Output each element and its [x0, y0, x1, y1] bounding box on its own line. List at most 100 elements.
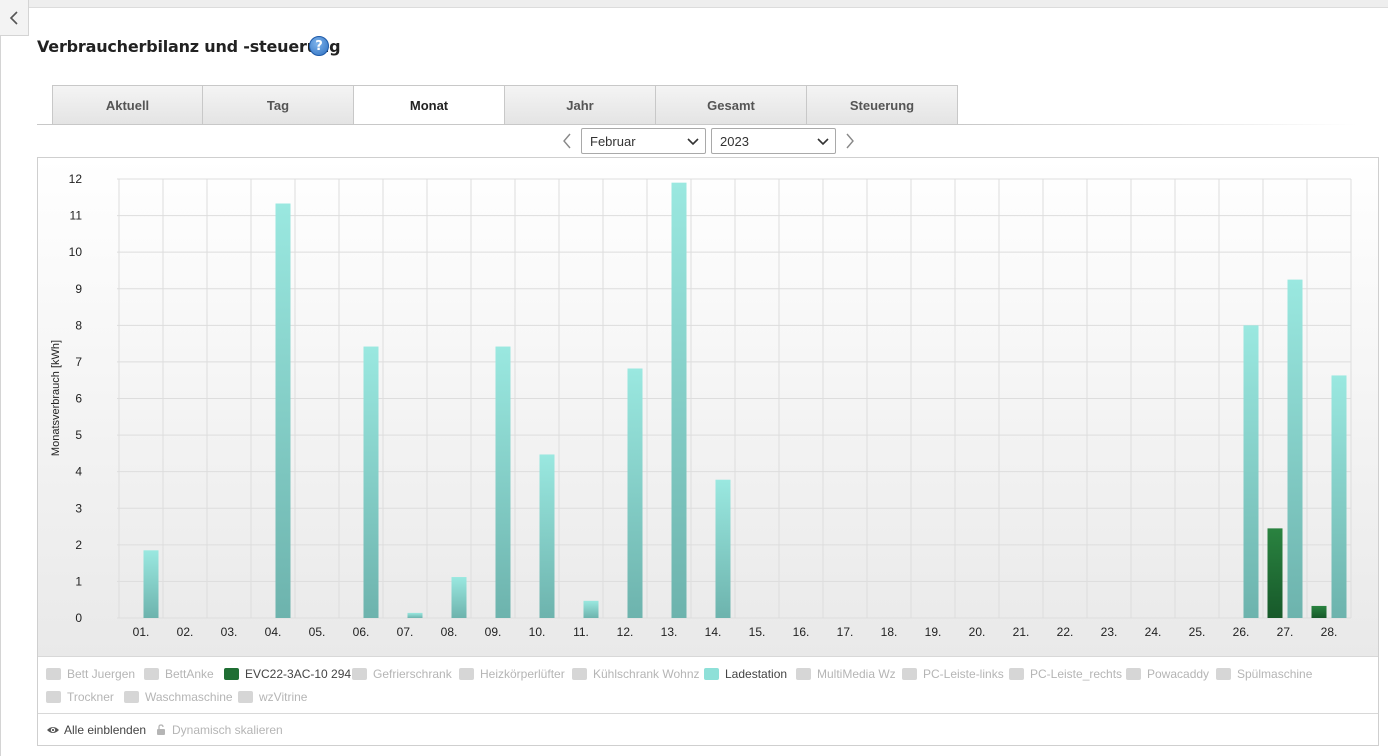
tab-aktuell[interactable]: Aktuell	[52, 85, 203, 125]
bar-ladestation	[627, 368, 643, 618]
show-all-button[interactable]: Alle einblenden	[46, 723, 146, 737]
bar-evc22-3ac-10-294	[1267, 528, 1283, 618]
y-tick-label: 5	[75, 428, 82, 442]
year-select[interactable]: 2023	[711, 128, 836, 154]
unlock-icon	[157, 724, 165, 735]
y-tick-label: 1	[75, 574, 82, 588]
x-tick-label: 21.	[1013, 625, 1030, 639]
bar-ladestation	[143, 550, 159, 618]
legend-item-bettanke[interactable]: BettAnke	[144, 667, 214, 681]
bar-ladestation	[539, 454, 555, 618]
legend-item-waschmaschine[interactable]: Waschmaschine	[124, 690, 233, 704]
y-tick-label: 11	[70, 209, 83, 223]
y-tick-label: 10	[69, 245, 83, 259]
chevron-left-icon	[563, 133, 571, 149]
chart-legend: Bett Juergen BettAnke EVC22-3AC-10 294 G…	[38, 656, 1378, 713]
back-button[interactable]	[0, 0, 29, 36]
legend-item-ladestation[interactable]: Ladestation	[704, 667, 787, 681]
legend-label: Ladestation	[725, 667, 788, 681]
x-tick-label: 14.	[705, 625, 722, 639]
chart-panel: 0 1 2 3 4 5 6 7 8 9 10 11 12 01. 02. 03. 04. 05. 06. 07. 08.…	[37, 157, 1379, 746]
bar-ladestation	[275, 203, 291, 618]
legend-swatch	[238, 691, 253, 703]
legend-swatch	[144, 668, 159, 680]
chevron-right-icon	[846, 133, 854, 149]
top-bar	[0, 0, 1388, 8]
x-tick-label: 18.	[881, 625, 898, 639]
legend-swatch	[1126, 668, 1141, 680]
tab-jahr[interactable]: Jahr	[505, 85, 656, 125]
y-tick-label: 7	[75, 355, 82, 369]
legend-item-powacaddy[interactable]: Powacaddy	[1126, 667, 1209, 681]
dynamic-scale-label: Dynamisch skalieren	[172, 723, 283, 737]
page-title: Verbraucherbilanz und -steuerung	[37, 37, 341, 56]
tab-bar: Aktuell Tag Monat Jahr Gesamt Steuerung	[52, 85, 958, 125]
month-select-value: Februar	[590, 133, 636, 149]
chart-footer: Alle einblenden Dynamisch skalieren	[38, 713, 1378, 745]
x-tick-label: 10.	[529, 625, 546, 639]
legend-item-multimedia-wz[interactable]: MultiMedia Wz	[796, 667, 896, 681]
x-tick-label: 04.	[265, 625, 282, 639]
x-tick-label: 01.	[133, 625, 150, 639]
legend-label: Bett Juergen	[67, 667, 136, 681]
month-select[interactable]: Februar	[581, 128, 706, 154]
tab-gesamt[interactable]: Gesamt	[656, 85, 807, 125]
legend-item-wzvitrine[interactable]: wzVitrine	[238, 690, 307, 704]
legend-swatch	[1216, 668, 1231, 680]
legend-swatch	[572, 668, 587, 680]
x-tick-label: 08.	[441, 625, 458, 639]
previous-month-button[interactable]	[559, 131, 575, 151]
bar-ladestation	[451, 577, 467, 618]
tab-steuerung[interactable]: Steuerung	[807, 85, 958, 125]
legend-swatch	[902, 668, 917, 680]
chevron-left-icon	[9, 10, 18, 25]
legend-swatch	[1009, 668, 1024, 680]
x-tick-label: 12.	[617, 625, 634, 639]
legend-label: EVC22-3AC-10 294	[245, 667, 352, 681]
legend-swatch	[224, 668, 239, 680]
plot-background	[38, 158, 1378, 656]
legend-item-bett-juergen[interactable]: Bett Juergen	[46, 667, 135, 681]
x-tick-label: 22.	[1057, 625, 1074, 639]
x-tick-label: 28.	[1321, 625, 1338, 639]
x-tick-label: 20.	[969, 625, 986, 639]
legend-item-pc-leiste-rechts[interactable]: PC-Leiste_rechts	[1009, 667, 1122, 681]
legend-item-kuehlschrank-wohnz[interactable]: Kühlschrank Wohnz	[572, 667, 700, 681]
legend-label: Waschmaschine	[145, 690, 233, 704]
x-tick-label: 07.	[397, 625, 414, 639]
eye-icon	[47, 727, 59, 733]
question-mark-icon[interactable]: ?	[309, 36, 329, 56]
next-month-button[interactable]	[842, 131, 858, 151]
legend-item-spuelmaschine[interactable]: Spülmaschine	[1216, 667, 1312, 681]
x-tick-label: 24.	[1145, 625, 1162, 639]
y-tick-label: 4	[75, 465, 82, 479]
year-select-value: 2023	[720, 133, 749, 149]
legend-label: Heizkörperlüfter	[480, 667, 565, 681]
bar-ladestation	[1243, 325, 1259, 618]
legend-swatch	[124, 691, 139, 703]
y-tick-label: 8	[75, 318, 82, 332]
tab-monat[interactable]: Monat	[354, 85, 505, 125]
legend-item-pc-leiste-links[interactable]: PC-Leiste-links	[902, 667, 1004, 681]
dynamic-scale-button[interactable]: Dynamisch skalieren	[156, 723, 283, 737]
legend-item-heizkoerperluefter[interactable]: Heizkörperlüfter	[459, 667, 565, 681]
bar-ladestation	[407, 612, 423, 618]
legend-swatch	[46, 691, 61, 703]
y-tick-label: 9	[75, 282, 82, 296]
x-tick-label: 19.	[925, 625, 942, 639]
tab-tag[interactable]: Tag	[203, 85, 354, 125]
legend-item-gefrierschrank[interactable]: Gefrierschrank	[352, 667, 452, 681]
x-tick-label: 09.	[485, 625, 502, 639]
x-tick-label: 23.	[1101, 625, 1118, 639]
x-tick-label: 03.	[221, 625, 238, 639]
y-tick-label: 6	[75, 392, 82, 406]
bar-ladestation	[1287, 279, 1303, 618]
bar-ladestation	[1331, 375, 1347, 618]
x-tick-label: 15.	[749, 625, 766, 639]
legend-item-trockner[interactable]: Trockner	[46, 690, 114, 704]
legend-label: Powacaddy	[1147, 667, 1210, 681]
legend-item-evc22[interactable]: EVC22-3AC-10 294	[224, 667, 351, 681]
legend-label: Gefrierschrank	[373, 667, 452, 681]
bar-evc22-3ac-10-294	[1311, 605, 1327, 618]
